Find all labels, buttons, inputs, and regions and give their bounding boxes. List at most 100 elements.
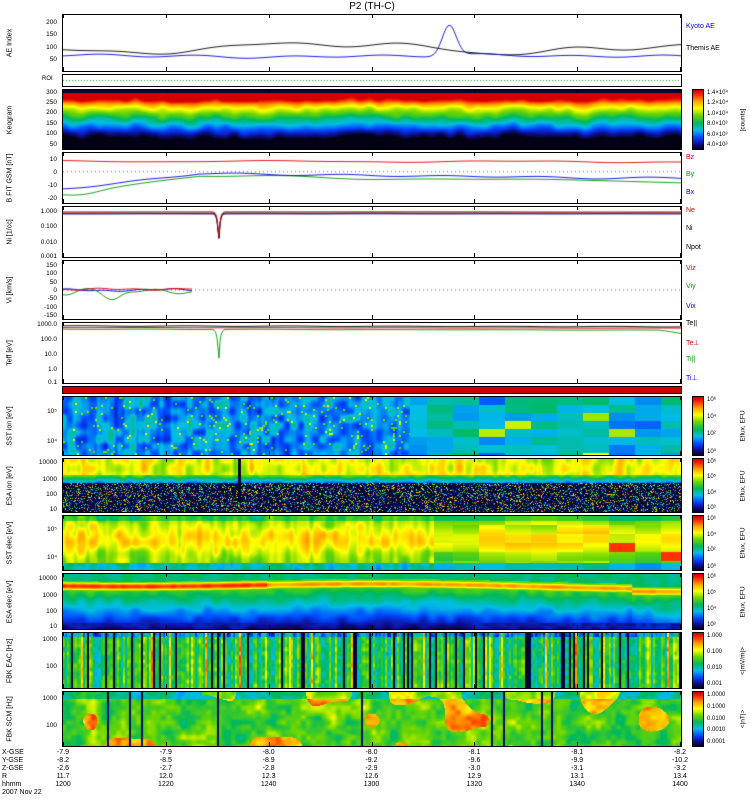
x-tick-mark (474, 397, 475, 400)
x-tick-mark (63, 323, 64, 326)
panel-ni-ytick: 0.010 (40, 239, 57, 247)
panel-vi-ytick: -150 (43, 312, 57, 320)
x-tick-mark (166, 397, 167, 400)
x-tick-mark (372, 459, 373, 462)
x-tick-mark (577, 315, 578, 319)
panel-ni (62, 206, 682, 258)
x-tick-mark (474, 199, 475, 203)
panel-fbk_scm-colorbar-tick: 1.0000 (707, 692, 726, 698)
xaxis-value: -9.6 (468, 757, 481, 764)
x-tick-mark (372, 625, 373, 629)
x-tick-mark (372, 315, 373, 319)
panel-fbk_scm-colorbar-unit: <|nT|> (739, 709, 747, 729)
panel-ae-plot-area (63, 15, 681, 71)
x-tick-mark (63, 451, 64, 455)
panel-esa_ion-colorbar-tick: 10⁶ (707, 459, 717, 465)
x-tick-mark (63, 516, 64, 519)
panel-ni-ytick: 0.100 (40, 223, 57, 231)
panel-esa_elec-ytick: 100 (46, 607, 57, 615)
x-tick-mark (577, 566, 578, 570)
x-tick-mark (63, 742, 64, 746)
x-tick-mark (577, 207, 578, 210)
x-tick-mark (577, 625, 578, 629)
panel-fbk_eac-colorbar (692, 632, 704, 689)
x-tick-mark (474, 692, 475, 695)
x-tick-mark (577, 508, 578, 512)
panel-ae-legend-1: Themis AE (686, 44, 720, 52)
xaxis-value: 13.1 (570, 773, 584, 780)
xaxis-value: 12.9 (467, 773, 482, 780)
panel-teff-legend-0: Te|| (686, 320, 698, 328)
colorbar-gradient (693, 574, 703, 629)
x-tick-mark (372, 145, 373, 149)
panel-keogram-ytick: 50 (49, 140, 57, 148)
panel-ni-legend-1: Ni (686, 225, 693, 233)
x-tick-mark (372, 207, 373, 210)
x-tick-mark (269, 516, 270, 519)
plot-title: P2 (TH-C) (349, 1, 395, 12)
panel-vi-ytick: 100 (46, 270, 57, 278)
panel-bfit-ytick: 10 (49, 155, 57, 163)
panel-teff-legend-1: Te⊥ (686, 340, 700, 348)
panel-bfit-legend-2: Bx (686, 188, 695, 196)
x-tick-mark (372, 566, 373, 570)
x-tick-mark (269, 379, 270, 383)
panel-teff-ytick: 100.0 (40, 335, 57, 343)
x-tick-mark (577, 692, 578, 695)
x-tick-mark (680, 153, 681, 156)
x-tick-mark (577, 459, 578, 462)
panel-ni-plot-area (63, 207, 681, 257)
x-tick-mark (166, 145, 167, 149)
xaxis-value: -8.2 (56, 757, 70, 764)
panel-keogram-ytick: 200 (46, 109, 57, 117)
xaxis-value: -8.1 (571, 749, 584, 756)
x-tick-mark (680, 323, 681, 326)
x-tick-mark (474, 207, 475, 210)
panel-esa_ion-colorbar-tick: 10⁴ (707, 489, 717, 496)
x-tick-mark (269, 67, 270, 71)
x-tick-mark (372, 684, 373, 688)
x-tick-mark (269, 625, 270, 629)
xaxis-row-label-R: R (2, 773, 8, 780)
x-tick-mark (474, 315, 475, 319)
x-tick-mark (166, 451, 167, 455)
panel-keogram-plot-area (63, 90, 681, 149)
panel-esa_ion (62, 458, 682, 513)
panel-bfit-legend-1: By (686, 171, 695, 179)
panel-keogram-colorbar-tick: 8.0×10³ (707, 121, 728, 128)
panel-esa_ion-ylabel: ESA ion [eV] (6, 465, 14, 506)
colorbar-gradient (693, 633, 703, 688)
x-tick-mark (63, 566, 64, 570)
x-tick-mark (63, 508, 64, 512)
x-tick-mark (269, 459, 270, 462)
panel-ae-ytick: 200 (46, 18, 57, 26)
panel-vi-legend-1: Viy (686, 283, 696, 290)
x-tick-mark (577, 253, 578, 257)
panel-keogram-colorbar-tick: 1.4×10⁴ (707, 90, 729, 96)
panel-vi-ytick: 150 (46, 261, 57, 269)
panel-sst_ion-colorbar-tick: 10⁰ (707, 449, 717, 455)
panel-teff-ytick: 10.0 (44, 350, 57, 358)
x-tick-mark (166, 153, 167, 156)
panel-esa_ion-colorbar-tick: 10³ (707, 505, 716, 511)
x-tick-mark (269, 145, 270, 149)
panel-esa_ion-colorbar-unit: Eflux, EFU (739, 469, 747, 502)
x-tick-mark (474, 261, 475, 264)
x-tick-mark (474, 253, 475, 257)
xaxis-value: -7.9 (56, 749, 70, 756)
panel-sst_elec-colorbar-tick: 10⁴ (707, 531, 717, 538)
x-tick-mark (680, 253, 681, 257)
x-tick-mark (166, 261, 167, 264)
x-tick-mark (474, 508, 475, 512)
panel-keogram-ytick: 250 (46, 98, 57, 106)
x-tick-mark (680, 15, 681, 18)
x-tick-mark (474, 516, 475, 519)
x-tick-mark (372, 90, 373, 93)
x-tick-mark (269, 566, 270, 570)
panel-sst_ion-ytick: 10⁵ (47, 408, 57, 415)
x-tick-mark (372, 397, 373, 400)
x-tick-mark (63, 153, 64, 156)
panel-esa_elec-ylabel: ESA elec [eV] (6, 580, 14, 623)
x-tick-mark (63, 261, 64, 264)
x-tick-mark (680, 459, 681, 462)
